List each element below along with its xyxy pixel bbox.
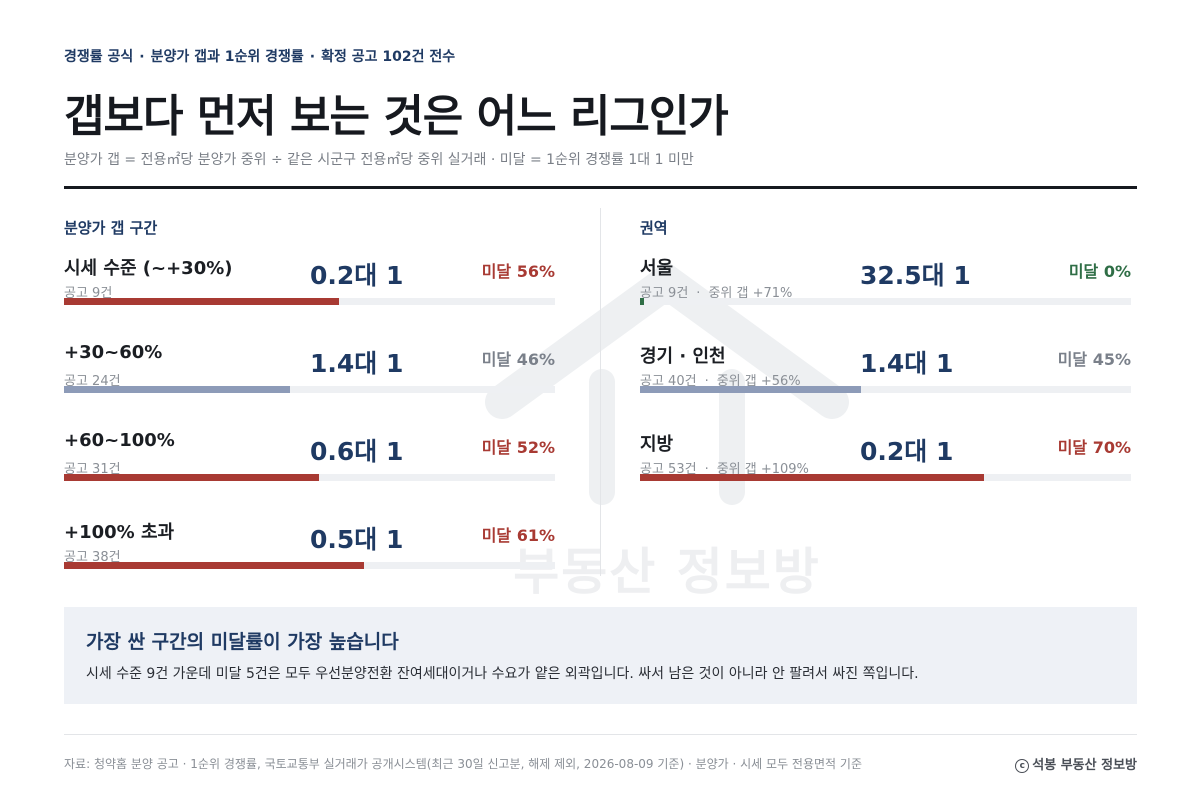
competition-ratio-label: 0.2대 1 — [860, 437, 954, 466]
bar-track — [640, 386, 1131, 393]
bar-row: +30~60% 공고 24건 1.4대 1 미달 46% — [64, 342, 555, 422]
bar-track — [64, 386, 555, 393]
shortfall-rate-label: 미달 46% — [481, 350, 555, 369]
shortfall-rate-label: 미달 61% — [481, 526, 555, 545]
median-gap: 중위 갭 +56% — [716, 374, 801, 389]
footer-rule — [64, 734, 1137, 735]
brand-name: 석봉 부동산 정보방 — [1032, 758, 1137, 773]
shortfall-bar — [64, 474, 319, 481]
kicker: 경쟁률 공식 · 분양가 갭과 1순위 경쟁률 · 확정 공고 102건 전수 — [64, 49, 456, 65]
shortfall-rate-label: 미달 56% — [481, 262, 555, 281]
kicker-item: 경쟁률 공식 — [64, 49, 134, 65]
row-label: 지방 — [640, 434, 674, 455]
shortfall-rate-label: 미달 45% — [1057, 350, 1131, 369]
bar-track — [640, 474, 1131, 481]
notice-count: 공고 24건 — [64, 374, 121, 389]
competition-ratio-label: 0.2대 1 — [310, 261, 404, 290]
competition-ratio-label: 1.4대 1 — [310, 349, 404, 378]
median-gap: 중위 갭 +109% — [716, 462, 809, 477]
shortfall-bar — [64, 386, 290, 393]
notice-count: 공고 31건 — [64, 462, 121, 477]
row-label: +60~100% — [64, 430, 175, 451]
row-label: 서울 — [640, 258, 674, 279]
row-label: 시세 수준 (~+30%) — [64, 258, 233, 279]
row-label: +30~60% — [64, 342, 163, 363]
header-rule — [64, 186, 1137, 189]
notice-count: 공고 53건 — [640, 462, 697, 477]
row-meta: 공고 40건 · 중위 갭 +56% — [640, 374, 801, 389]
shortfall-bar — [64, 298, 339, 305]
row-meta: 공고 53건 · 중위 갭 +109% — [640, 462, 809, 477]
notice-count: 공고 9건 — [640, 286, 689, 301]
brand-credit: c 석봉 부동산 정보방 — [1015, 754, 1137, 773]
page-subtitle: 분양가 갭 = 전용㎡당 분양가 중위 ÷ 같은 시군구 전용㎡당 중위 실거래… — [64, 152, 694, 168]
notice-count: 공고 40건 — [640, 374, 697, 389]
section-label-gap: 분양가 갭 구간 — [64, 219, 158, 237]
row-meta: 공고 9건 · 중위 갭 +71% — [640, 286, 793, 301]
shortfall-rate-label: 미달 0% — [1068, 262, 1131, 281]
bar-track — [64, 562, 555, 569]
callout-title: 가장 싼 구간의 미달률이 가장 높습니다 — [86, 631, 399, 653]
bar-track — [64, 474, 555, 481]
notice-count: 공고 38건 — [64, 550, 121, 565]
kicker-item: 분양가 갭과 1순위 경쟁률 — [150, 49, 304, 65]
notice-count: 공고 9건 — [64, 286, 113, 301]
bar-track — [64, 298, 555, 305]
competition-ratio-label: 32.5대 1 — [860, 261, 971, 290]
source-note: 자료: 청약홈 분양 공고 · 1순위 경쟁률, 국토교통부 실거래가 공개시스… — [64, 757, 862, 771]
callout-box: 가장 싼 구간의 미달률이 가장 높습니다 시세 수준 9건 가운데 미달 5건… — [64, 607, 1137, 704]
row-label: +100% 초과 — [64, 522, 175, 543]
median-gap: 중위 갭 +71% — [708, 286, 793, 301]
kicker-item: 확정 공고 102건 전수 — [321, 49, 456, 65]
row-meta: 공고 38건 — [64, 546, 121, 565]
shortfall-bar — [64, 562, 364, 569]
shortfall-bar — [640, 474, 984, 481]
column-divider — [600, 208, 601, 576]
shortfall-bar — [640, 386, 861, 393]
bar-track — [640, 298, 1131, 305]
competition-ratio-label: 1.4대 1 — [860, 349, 954, 378]
copyright-icon: c — [1015, 759, 1030, 773]
shortfall-rate-label: 미달 52% — [481, 438, 555, 457]
section-label-region: 권역 — [640, 219, 668, 237]
infographic: 경쟁률 공식 · 분양가 갭과 1순위 경쟁률 · 확정 공고 102건 전수 갭보다 … — [64, 0, 1137, 800]
bar-row: 시세 수준 (~+30%) 공고 9건 0.2대 1 미달 56% — [64, 254, 555, 334]
row-meta: 공고 31건 — [64, 458, 121, 477]
bar-row: +60~100% 공고 31건 0.6대 1 미달 52% — [64, 430, 555, 510]
shortfall-bar — [640, 298, 644, 305]
callout-body: 시세 수준 9건 가운데 미달 5건은 모두 우선분양전환 잔여세대이거나 수요… — [86, 666, 919, 682]
row-meta: 공고 9건 — [64, 282, 112, 301]
row-label: 경기 · 인천 — [640, 346, 726, 367]
page-title: 갭보다 먼저 보는 것은 어느 리그인가 — [64, 91, 729, 142]
shortfall-rate-label: 미달 70% — [1057, 438, 1131, 457]
row-meta: 공고 24건 — [64, 370, 121, 389]
competition-ratio-label: 0.5대 1 — [310, 525, 404, 554]
competition-ratio-label: 0.6대 1 — [310, 437, 404, 466]
